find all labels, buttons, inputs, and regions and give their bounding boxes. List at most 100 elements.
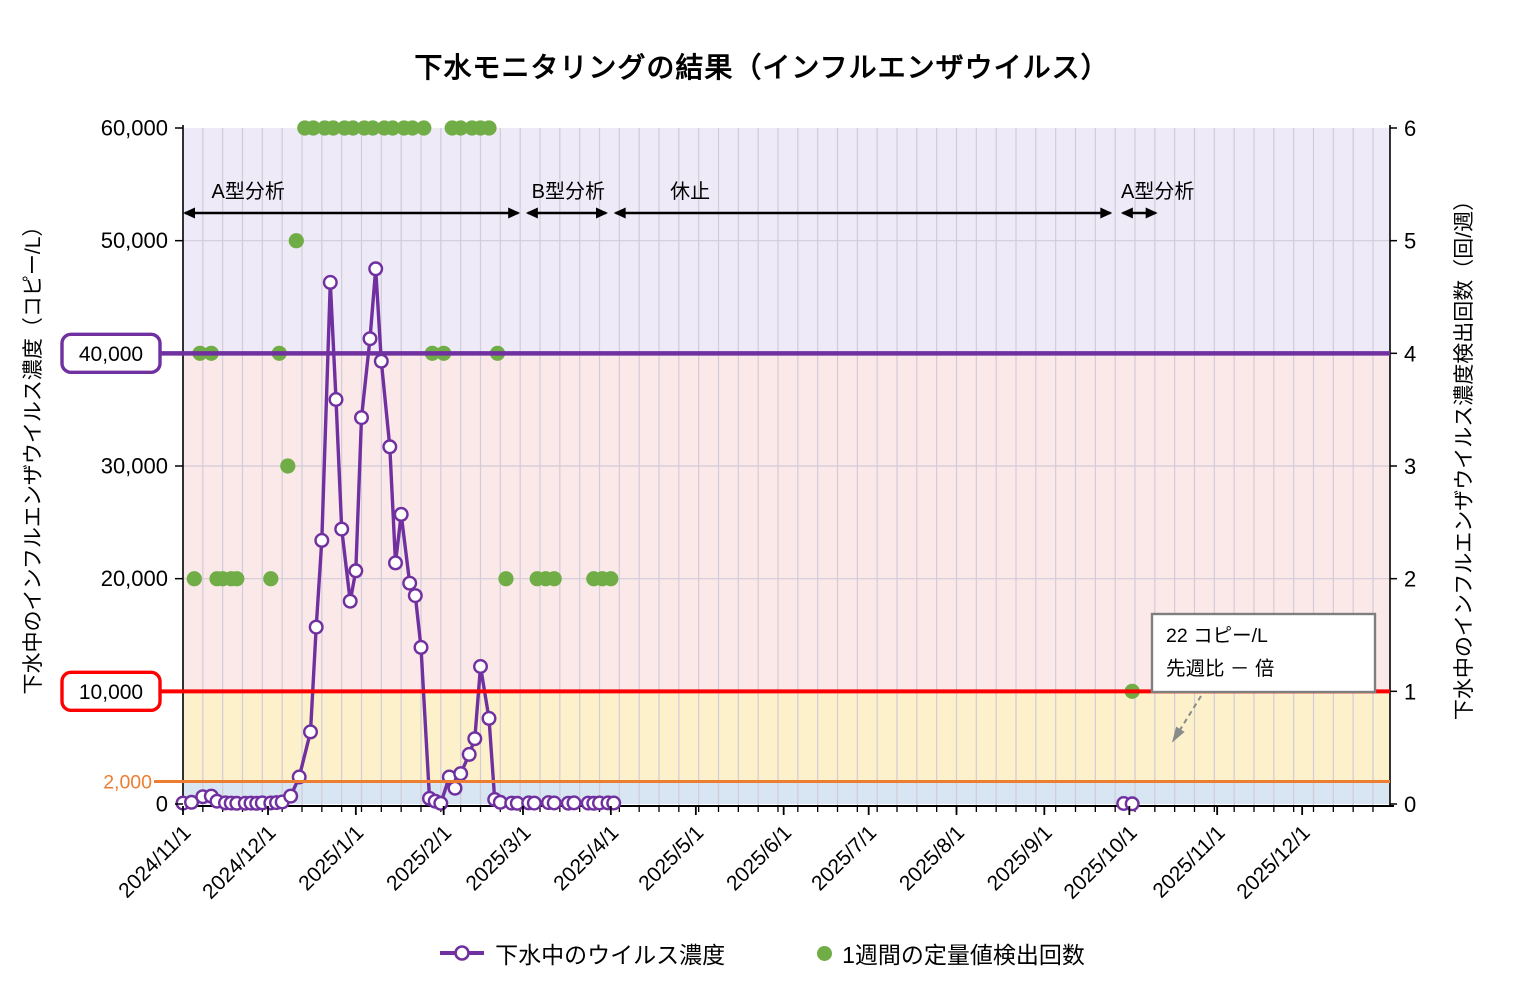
y-axis-left-ticks: 60,000 50,000 40,000 30,000 20,000 10,000 2,00… [60, 116, 183, 817]
data-point-marker [368, 261, 384, 277]
data-point-marker [402, 575, 418, 591]
arrowhead-icon [1100, 207, 1113, 219]
x-axis-ticks: 2024/11/1 2024/12/1 2025/1/1 2025/2/1 2025/3… [114, 806, 1315, 904]
data-point-marker [467, 731, 483, 747]
x-tick-label: 2025/11/1 [1149, 821, 1230, 902]
y-tick-label: 2 [1404, 567, 1416, 592]
detection-dot [603, 571, 619, 587]
x-tick-label: 2025/1/1 [294, 821, 368, 895]
detection-dot [263, 571, 279, 587]
data-point-marker [481, 710, 497, 726]
y-tick-label: 10,000 [79, 681, 143, 704]
data-point-marker [303, 724, 319, 740]
period-label: A型分析 [211, 180, 284, 203]
annotation-arrowhead-icon [1171, 726, 1185, 743]
line-marker-icon [440, 945, 485, 961]
y-tick-label: 0 [156, 792, 168, 817]
detection-series [186, 120, 1140, 699]
x-tick-label: 2025/5/1 [634, 821, 708, 895]
data-point-marker [433, 795, 449, 811]
x-tick-label: 2025/4/1 [549, 821, 623, 895]
detection-dot [186, 571, 202, 587]
band [183, 781, 1390, 804]
arrowhead-icon [1120, 207, 1133, 219]
data-point-marker [283, 788, 299, 804]
x-tick-label: 2025/8/1 [895, 821, 969, 895]
detection-dot [229, 571, 245, 587]
legend-label-detections: 1週間の定量値検出回数 [842, 942, 1085, 968]
x-tick-label: 2024/12/1 [198, 821, 280, 903]
x-tick-label: 2025/7/1 [807, 821, 881, 895]
data-point-marker [453, 766, 469, 782]
band [183, 691, 1390, 782]
detection-dot [546, 571, 562, 587]
detection-dot [416, 120, 432, 136]
data-point-marker [461, 746, 477, 762]
legend: 下水中のウイルス濃度 1週間の定量値検出回数 [0, 936, 1524, 970]
arrowhead-icon [613, 207, 626, 219]
x-tick-label: 2025/6/1 [722, 821, 796, 895]
detection-dot [345, 120, 361, 136]
y-tick-label: 40,000 [79, 343, 143, 366]
data-point-marker [526, 795, 542, 811]
legend-item-concentration: 下水中のウイルス濃度 [439, 936, 725, 970]
y-tick-label: 1 [1404, 679, 1416, 704]
data-point-marker [413, 639, 429, 655]
concentration-series [175, 261, 1140, 812]
legend-label-concentration: 下水中のウイルス濃度 [495, 942, 726, 968]
data-point-marker [328, 392, 344, 408]
data-point-marker [473, 659, 489, 675]
data-point-marker [382, 439, 398, 455]
detection-dot [288, 233, 304, 249]
data-point-marker [373, 353, 389, 369]
detection-dot [453, 120, 469, 136]
legend-item-detections: 1週間の定量値検出回数 [817, 936, 1085, 970]
arrowhead-icon [508, 207, 521, 219]
period-label: B型分析 [532, 180, 605, 203]
annotation-callout: 22 コピー/L 先週比 － 倍 [1150, 612, 1377, 743]
annotation-text: 先週比 － 倍 [1166, 658, 1274, 680]
data-point-marker [348, 563, 364, 579]
data-point-marker [546, 795, 562, 811]
data-point-marker [1124, 796, 1140, 812]
annotation-box [1150, 612, 1377, 694]
detection-dot [365, 120, 381, 136]
y-tick-label: 6 [1404, 116, 1416, 141]
data-point-marker [606, 795, 622, 811]
y-tick-label: 60,000 [101, 116, 168, 141]
data-point-marker [362, 331, 378, 347]
x-tick-label: 2025/2/1 [382, 821, 456, 895]
data-point-marker [183, 794, 199, 810]
detection-dot [404, 120, 421, 136]
data-point-marker [388, 555, 404, 571]
x-tick-label: 2025/3/1 [461, 821, 535, 895]
detection-dot [305, 120, 321, 136]
data-point-marker [342, 593, 358, 609]
data-point-marker [566, 795, 582, 811]
data-point-marker [407, 588, 423, 604]
x-tick-label: 2025/12/1 [1232, 821, 1314, 903]
y-tick-label: 3 [1404, 454, 1416, 479]
y-tick-label: 50,000 [101, 228, 168, 253]
data-point-marker [354, 410, 370, 426]
tick-label-box [60, 332, 162, 375]
detection-dot [498, 571, 514, 587]
y-tick-label: 2,000 [103, 771, 152, 793]
y-tick-label: 30,000 [101, 454, 168, 479]
green-dot-icon [817, 945, 833, 961]
x-tick-label: 2025/10/1 [1060, 821, 1142, 903]
data-point-marker [447, 780, 463, 796]
data-point-marker [314, 532, 330, 548]
y-tick-label: 0 [1404, 792, 1416, 817]
tick-label-box [60, 670, 162, 713]
data-point-marker [334, 521, 350, 537]
data-point-marker [308, 619, 324, 635]
annotation-text: 22 コピー/L [1166, 625, 1268, 647]
period-label: A型分析 [1121, 180, 1194, 203]
arrowhead-icon [1145, 207, 1158, 219]
data-point-marker [393, 506, 409, 522]
y-tick-label: 4 [1404, 341, 1416, 366]
arrowhead-icon [525, 207, 538, 219]
